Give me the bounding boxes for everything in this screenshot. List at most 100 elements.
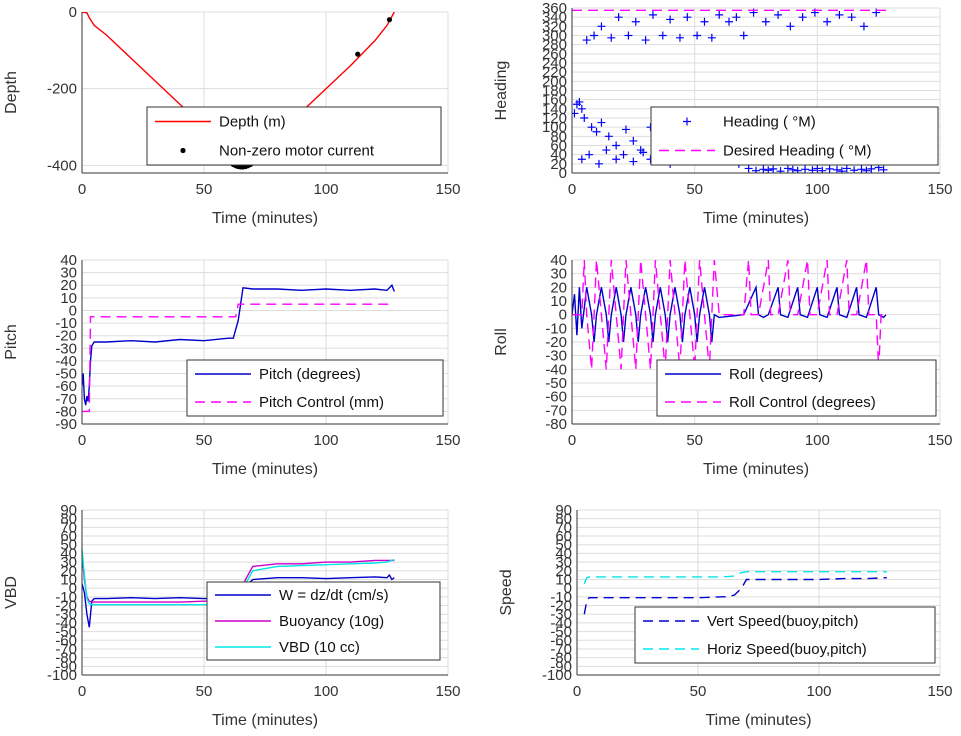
y-tick-label: 100 [542, 119, 567, 136]
series-heading-m-point [793, 166, 802, 173]
y-tick-label: -80 [550, 650, 572, 667]
series-heading-m-point [590, 31, 599, 40]
legend-vbd-10-cc-label: VBD (10 cc) [279, 639, 360, 656]
series-heading-m-point [639, 148, 648, 157]
series-heading-m-point [604, 132, 613, 141]
y-tick-label: 10 [60, 290, 77, 307]
y-tick-label: -200 [47, 81, 77, 98]
y-tick-label: -40 [545, 361, 567, 378]
y-tick-label: 40 [60, 252, 77, 269]
series-pitch-control-mm-line [82, 303, 395, 413]
legend-vert-speed-buoy-pitch-label: Vert Speed(buoy,pitch) [707, 613, 858, 630]
legend-w-dz-dt-cm-s-label: W = dz/dt (cm/s) [279, 587, 389, 604]
y-tick-label: -60 [55, 378, 77, 395]
series-heading-m-point [614, 13, 623, 22]
y-tick-label: -40 [55, 615, 77, 632]
y-tick-label: -50 [55, 366, 77, 383]
data-layer [572, 260, 887, 370]
series-heading-m-point [612, 141, 621, 150]
x-axis-label: Time (minutes) [703, 461, 809, 478]
series-heading-m-point [825, 164, 834, 173]
series-heading-m-point [788, 165, 797, 173]
y-tick-label: -70 [550, 641, 572, 658]
y-tick-label: -70 [55, 391, 77, 408]
series-heading-m-point [832, 165, 841, 173]
series-heading-m-point [575, 97, 584, 106]
y-tick-label: 0 [559, 165, 567, 182]
y-axis-label: Roll [493, 328, 510, 356]
series-heading-m-point [862, 166, 871, 173]
x-tick-label: 100 [805, 181, 830, 198]
series-heading-m-point [744, 164, 753, 173]
y-tick-label: 10 [550, 293, 567, 310]
y-tick-label: -100 [542, 667, 572, 684]
x-tick-label: 50 [196, 181, 213, 198]
y-tick-label: -40 [550, 615, 572, 632]
x-tick-label: 50 [686, 432, 703, 449]
series-heading-m-point [725, 17, 734, 26]
y-tick-label: -40 [55, 353, 77, 370]
x-axis-label: Time (minutes) [212, 461, 318, 478]
y-tick-label: -80 [55, 650, 77, 667]
x-tick-label: 0 [78, 683, 86, 700]
series-heading-m-point [607, 33, 616, 42]
series-heading-m-point [842, 164, 851, 173]
y-tick-label: 60 [60, 528, 77, 545]
series-heading-m-point [592, 127, 601, 136]
y-tick-label: 30 [60, 554, 77, 571]
x-tick-label: 150 [927, 683, 952, 700]
y-axis-label: Heading [493, 61, 510, 121]
series-heading-m-point [847, 13, 856, 22]
x-tick-label: 0 [568, 181, 576, 198]
y-tick-label: -80 [55, 403, 77, 420]
series-heading-m-point [675, 33, 684, 42]
legend-non-zero-motor-current-marker [180, 147, 186, 154]
series-heading-m-point [857, 165, 866, 173]
y-tick-label: -20 [55, 598, 77, 615]
y-tick-label: 0 [69, 580, 77, 597]
y-tick-label: 320 [542, 18, 567, 35]
series-heading-m-point [759, 165, 768, 173]
x-tick-label: 100 [313, 181, 338, 198]
legend: W = dz/dt (cm/s) Buoyancy (10g) VBD (10 cc… [206, 581, 441, 661]
x-tick-label: 100 [805, 432, 830, 449]
series-heading-m-point [715, 10, 724, 19]
y-tick-label: 360 [542, 0, 567, 17]
series-heading-m-point [879, 165, 888, 173]
y-tick-label: -400 [47, 157, 77, 174]
series-heading-m-point [602, 146, 611, 155]
y-tick-label: -30 [55, 340, 77, 357]
series-heading-m-point [631, 17, 640, 26]
y-tick-label: -60 [55, 632, 77, 649]
y-tick-label: 300 [542, 28, 567, 45]
legend: Roll (degrees) Roll Control (degrees) [656, 359, 937, 417]
y-tick-label: -20 [545, 334, 567, 351]
y-tick-label: 220 [542, 64, 567, 81]
legend-pitch-control-mm-label: Pitch Control (mm) [259, 394, 384, 411]
series-heading-m-point [597, 118, 606, 127]
data-layer [82, 283, 395, 413]
series-heading-m-point [752, 166, 760, 173]
series-heading-m-point [577, 155, 586, 164]
x-tick-label: 150 [435, 683, 460, 700]
x-tick-label: 150 [927, 432, 952, 449]
series-heading-m-point [835, 10, 844, 19]
data-layer [583, 571, 887, 615]
y-tick-label: 10 [60, 571, 77, 588]
y-tick-label: 70 [60, 519, 77, 536]
x-tick-label: 150 [435, 181, 460, 198]
x-tick-label: 0 [78, 181, 86, 198]
y-tick-label: -50 [545, 375, 567, 392]
y-tick-label: 180 [542, 83, 567, 100]
x-tick-label: 150 [435, 432, 460, 449]
series-pitch-degrees-line [82, 283, 395, 406]
x-axis-label: Time (minutes) [212, 712, 318, 729]
y-tick-label: -60 [545, 389, 567, 406]
legend-buoyancy-10g-label: Buoyancy (10g) [279, 613, 384, 630]
legend-box [656, 359, 937, 417]
y-tick-label: 80 [555, 511, 572, 528]
series-heading-m-point [693, 31, 702, 40]
x-tick-label: 50 [196, 432, 213, 449]
series-heading-m-point [786, 22, 795, 31]
series-heading-m-point [641, 36, 650, 45]
